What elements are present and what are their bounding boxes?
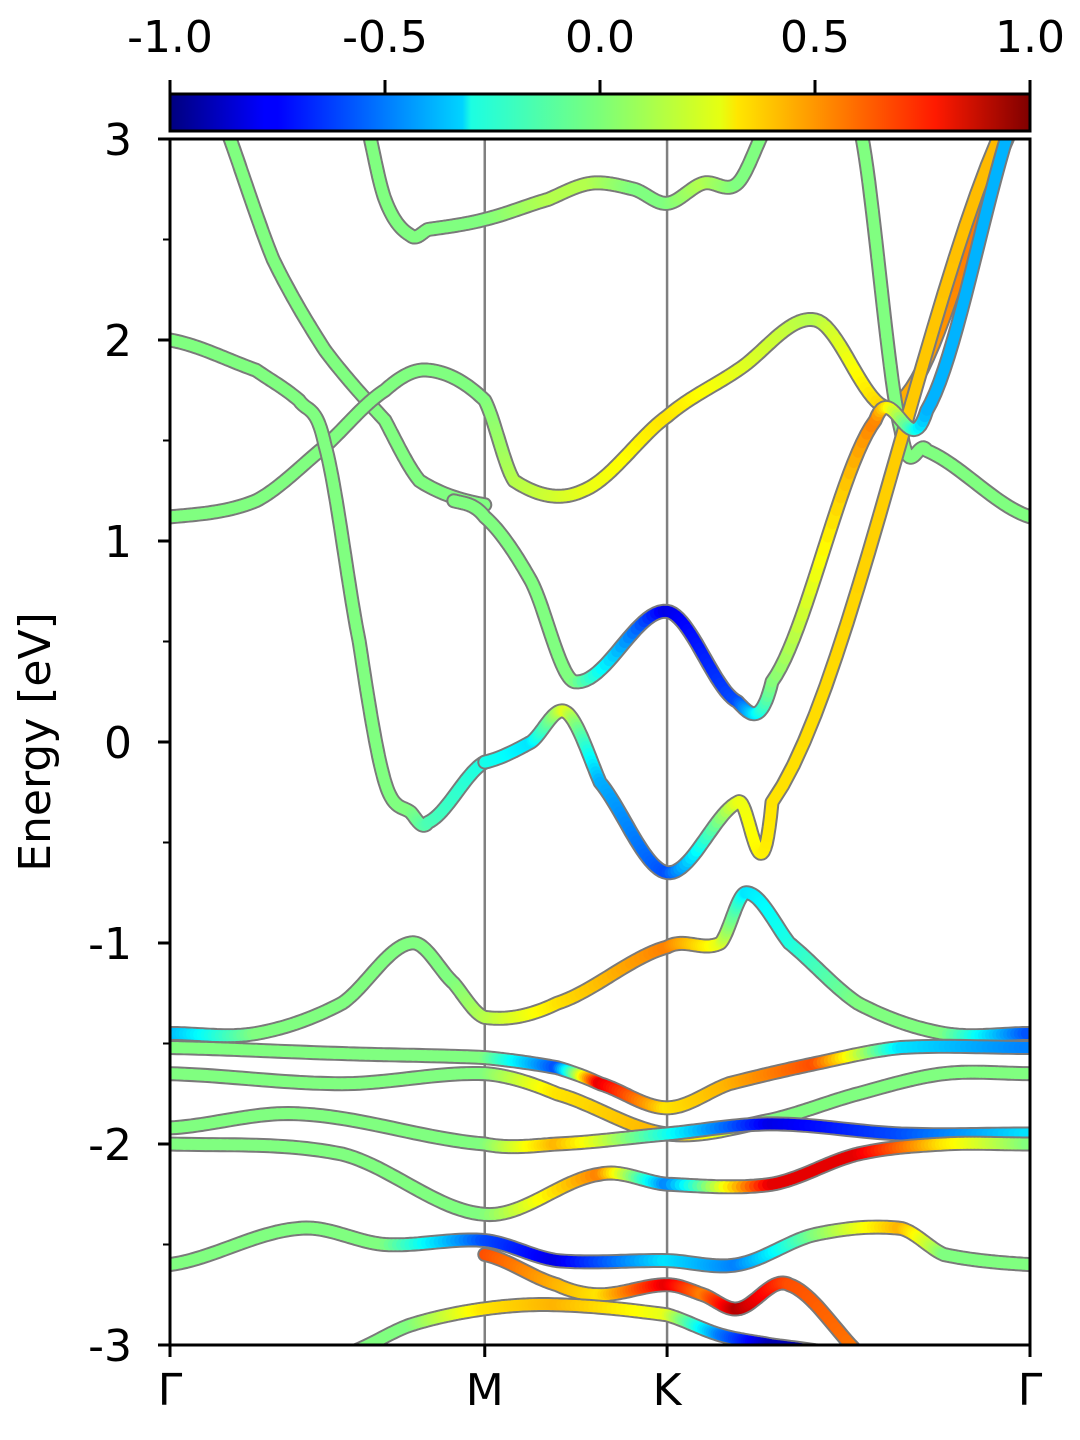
band-line [446, 139, 1015, 722]
y-tick-label: -3 [88, 1321, 132, 1372]
band-line [170, 1219, 1030, 1274]
colorbar-tick-label: -1.0 [127, 12, 213, 63]
y-tick-label: -2 [88, 1120, 132, 1171]
y-tick-label: 0 [104, 718, 132, 769]
colorbar-ticks: -1.0 -0.5 0.0 0.5 1.0 [127, 12, 1065, 94]
band-line [170, 332, 493, 833]
band-line [170, 1038, 1030, 1116]
y-tick-label: 1 [104, 517, 132, 568]
band-line [477, 139, 1007, 881]
y-tick-label: 3 [104, 115, 132, 166]
band-line [170, 885, 1030, 1044]
colorbar-tick-label: 1.0 [995, 12, 1065, 63]
x-tick-label: K [653, 1365, 683, 1416]
band-line [170, 1106, 1030, 1155]
band-line [477, 1247, 862, 1345]
band-line [170, 1135, 1030, 1223]
colorbar-tick-label: -0.5 [342, 12, 428, 63]
colorbar-tick-label: 0.0 [565, 12, 635, 63]
y-axis-ticks: -3 -2 -1 0 1 2 3 [88, 115, 170, 1372]
y-tick-label: -1 [88, 919, 132, 970]
band-line [349, 1297, 831, 1345]
colorbar-gradient [168, 92, 1032, 133]
plot-area: -3 -2 -1 0 1 2 3 Γ M K Γ Energy [eV] [10, 115, 1043, 1416]
y-tick-label: 2 [104, 316, 132, 367]
colorbar: -1.0 -0.5 0.0 0.5 1.0 [127, 12, 1065, 133]
x-tick-label: M [466, 1365, 504, 1416]
colorbar-tick-label: 0.5 [780, 12, 850, 63]
band-line [362, 139, 1030, 525]
x-tick-label: Γ [1018, 1365, 1043, 1416]
y-axis-label: Energy [eV] [10, 612, 61, 872]
bands [170, 139, 1030, 1345]
x-tick-label: Γ [158, 1365, 183, 1416]
